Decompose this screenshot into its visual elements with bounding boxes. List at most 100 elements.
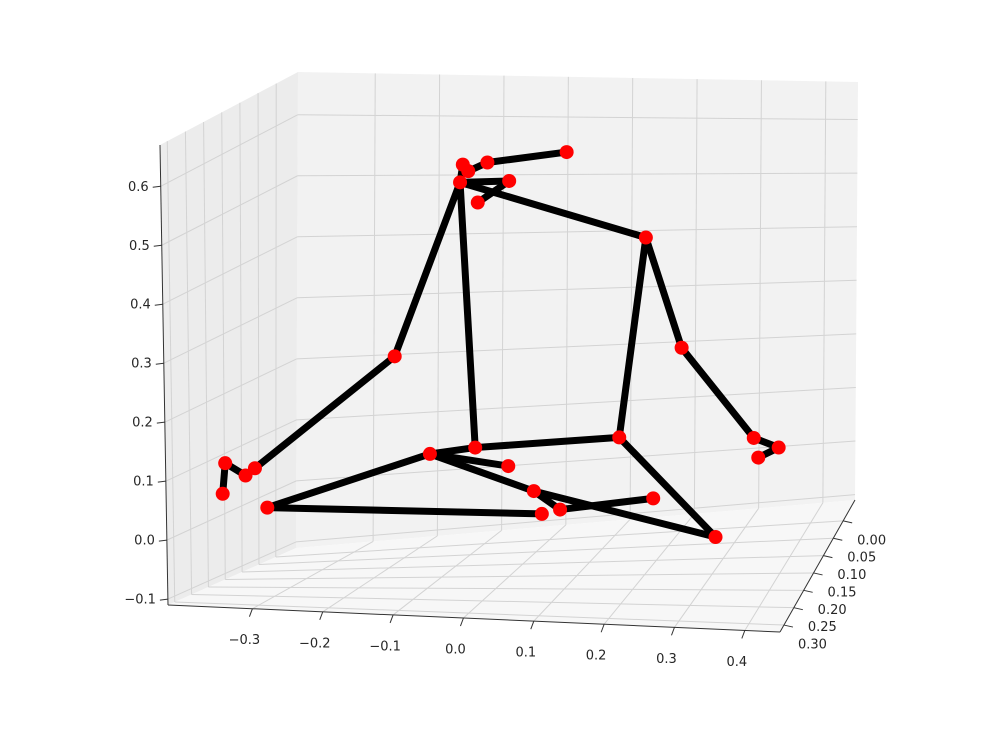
grid-line bbox=[297, 114, 858, 121]
joint bbox=[501, 459, 516, 474]
bone bbox=[263, 504, 546, 518]
grid-line bbox=[242, 555, 824, 573]
y-tick-label: 0.20 bbox=[818, 603, 847, 618]
grid-line bbox=[295, 494, 856, 543]
tick-mark bbox=[319, 611, 324, 621]
bone bbox=[556, 494, 657, 514]
x-tick-label: 0.1 bbox=[515, 646, 536, 661]
grid-line bbox=[297, 172, 858, 177]
left-pane bbox=[160, 72, 298, 605]
y-tick-label: 0.00 bbox=[857, 533, 886, 548]
joint bbox=[553, 502, 568, 517]
joint bbox=[746, 430, 761, 445]
grid-line bbox=[297, 226, 857, 238]
grid-line bbox=[533, 518, 631, 622]
joint bbox=[468, 440, 483, 455]
grid-line bbox=[822, 81, 827, 503]
grid-line bbox=[501, 75, 505, 531]
tick-mark bbox=[248, 608, 253, 617]
joint bbox=[612, 430, 627, 445]
x-tick-label: −0.1 bbox=[369, 639, 401, 654]
z-tick-label: −0.1 bbox=[124, 593, 156, 608]
grid-line bbox=[163, 297, 298, 364]
grid-line bbox=[221, 112, 226, 580]
tick-mark bbox=[459, 617, 464, 627]
tick-mark bbox=[530, 620, 535, 630]
bone bbox=[426, 450, 538, 495]
grid-line bbox=[162, 236, 298, 305]
x-tick-label: 0.3 bbox=[656, 652, 677, 667]
grid-line bbox=[252, 540, 374, 610]
bone bbox=[251, 352, 399, 472]
grid-line bbox=[297, 279, 857, 299]
grid-line bbox=[166, 141, 176, 603]
z-axis-line bbox=[159, 144, 169, 606]
y-axis-line bbox=[779, 499, 856, 633]
grid-line bbox=[225, 572, 814, 580]
grid-line bbox=[744, 502, 824, 631]
bone bbox=[678, 344, 758, 442]
y-tick-label: 0.05 bbox=[847, 551, 876, 566]
joint bbox=[461, 164, 476, 179]
bone bbox=[391, 178, 464, 360]
joint bbox=[534, 506, 549, 521]
grid-line bbox=[258, 537, 834, 565]
x-tick-label: −0.2 bbox=[299, 636, 331, 651]
tick-mark bbox=[156, 421, 165, 424]
grid-line bbox=[208, 586, 804, 591]
y-tick-label: 0.25 bbox=[808, 620, 837, 635]
grid-line bbox=[166, 480, 297, 541]
grid-line bbox=[603, 513, 695, 625]
grid-line bbox=[191, 594, 794, 609]
z-tick-label: 0.2 bbox=[132, 416, 153, 431]
y-tick-label: 0.30 bbox=[798, 638, 827, 653]
tick-mark bbox=[153, 244, 162, 247]
grid-line bbox=[164, 358, 298, 423]
z-tick-label: 0.5 bbox=[129, 239, 150, 254]
joint bbox=[480, 155, 495, 170]
tick-mark bbox=[157, 480, 166, 483]
back-pane bbox=[296, 72, 858, 548]
joint bbox=[771, 440, 786, 455]
tick-mark bbox=[783, 624, 794, 628]
tick-mark bbox=[803, 589, 813, 593]
grid-line bbox=[257, 93, 260, 565]
joint bbox=[453, 175, 468, 190]
z-tick-label: 0.3 bbox=[131, 357, 152, 372]
joint bbox=[238, 468, 253, 483]
joint bbox=[422, 446, 437, 461]
y-tick-label: 0.10 bbox=[837, 568, 866, 583]
x-tick-label: −0.3 bbox=[229, 633, 261, 648]
tick-mark bbox=[152, 185, 161, 188]
grid-line bbox=[463, 524, 567, 619]
joint bbox=[247, 461, 262, 476]
grid-line bbox=[167, 541, 297, 600]
grid-line bbox=[322, 535, 438, 613]
x-tick-label: 0.0 bbox=[445, 643, 466, 658]
tick-mark bbox=[793, 607, 803, 611]
grid-line bbox=[184, 131, 193, 595]
tick-mark bbox=[389, 614, 394, 624]
joint bbox=[708, 530, 723, 545]
grid-line bbox=[275, 520, 844, 558]
tick-mark bbox=[159, 598, 168, 601]
joint bbox=[218, 456, 233, 471]
bone bbox=[456, 178, 479, 452]
joint bbox=[387, 349, 402, 364]
grid-line bbox=[161, 175, 298, 246]
x-axis-line bbox=[167, 604, 781, 633]
tick-mark bbox=[741, 630, 746, 639]
z-tick-label: 0.0 bbox=[134, 534, 155, 549]
tick-mark bbox=[158, 539, 167, 542]
bone bbox=[471, 433, 623, 452]
z-tick-label: 0.1 bbox=[133, 475, 154, 490]
grid-line bbox=[174, 601, 784, 626]
bone bbox=[456, 178, 650, 242]
x-tick-label: 0.2 bbox=[586, 649, 607, 664]
grid-line bbox=[203, 121, 209, 588]
joint bbox=[559, 145, 574, 160]
x-tick-label: 0.4 bbox=[726, 655, 747, 670]
grid-line bbox=[239, 102, 243, 573]
bone bbox=[642, 234, 686, 352]
